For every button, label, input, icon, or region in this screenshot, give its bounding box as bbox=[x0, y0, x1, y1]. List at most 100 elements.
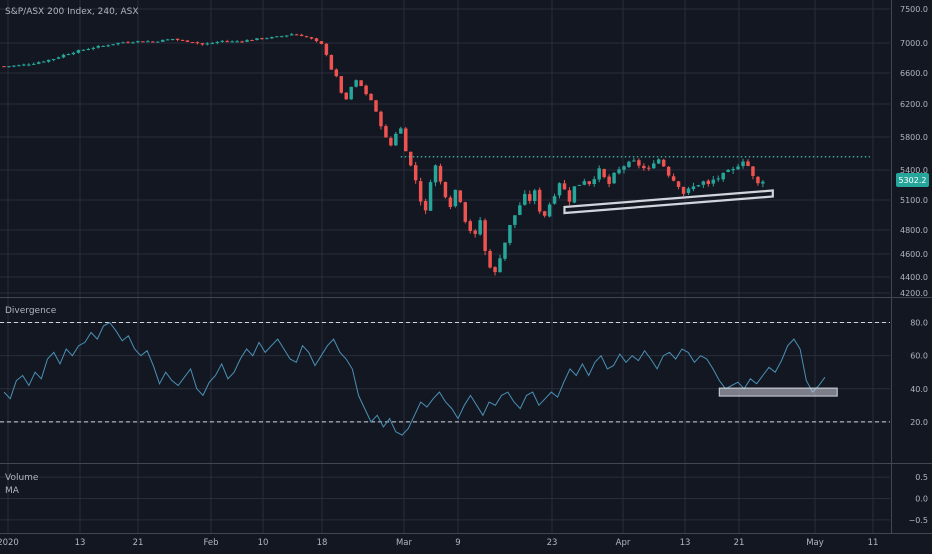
price-candle bbox=[309, 36, 314, 40]
candle-body bbox=[339, 76, 344, 93]
price-candle bbox=[106, 44, 110, 48]
price-candle bbox=[706, 179, 711, 187]
price-candle bbox=[215, 40, 220, 45]
price-candle bbox=[463, 201, 468, 224]
candle-body bbox=[637, 160, 641, 166]
price-candle bbox=[701, 180, 706, 189]
price-candle bbox=[205, 42, 210, 46]
price-candle bbox=[289, 33, 294, 36]
price-candle bbox=[255, 38, 259, 41]
price-candle bbox=[552, 193, 557, 205]
candle-body bbox=[666, 166, 671, 176]
candle-body bbox=[627, 161, 631, 168]
candle-body bbox=[101, 45, 105, 47]
candle-body bbox=[537, 189, 542, 212]
candle-body bbox=[354, 80, 358, 87]
candle-body bbox=[56, 57, 61, 59]
support-trendline-band bbox=[563, 189, 774, 215]
candle-body bbox=[711, 179, 716, 184]
price-candle bbox=[696, 184, 701, 187]
candle-body bbox=[384, 126, 388, 138]
candle-body bbox=[701, 181, 706, 185]
candle-body bbox=[761, 181, 765, 184]
price-candle bbox=[607, 174, 611, 188]
price-candle bbox=[76, 49, 81, 54]
price-candle bbox=[389, 136, 393, 147]
price-candle bbox=[647, 165, 651, 171]
candle-body bbox=[255, 38, 259, 41]
candle-body bbox=[334, 69, 339, 77]
candle-body bbox=[458, 190, 463, 202]
price-candle bbox=[761, 179, 765, 188]
candle-body bbox=[91, 47, 96, 49]
candle-body bbox=[46, 59, 51, 62]
candle-body bbox=[642, 165, 646, 169]
divergence-tick-label: 20.0 bbox=[910, 418, 928, 427]
price-candle bbox=[711, 175, 716, 187]
price-candle bbox=[399, 126, 403, 134]
price-candle bbox=[666, 165, 671, 178]
candle-body bbox=[433, 165, 438, 183]
price-candle bbox=[185, 40, 190, 43]
price-candle bbox=[141, 41, 145, 43]
price-candle bbox=[528, 190, 532, 204]
candle-body bbox=[612, 172, 616, 184]
divergence-tick-label: 60.0 bbox=[910, 352, 928, 361]
candle-body bbox=[185, 40, 190, 42]
candle-body bbox=[190, 42, 195, 44]
price-candle bbox=[458, 189, 463, 204]
candle-body bbox=[304, 36, 309, 38]
candle-body bbox=[468, 221, 472, 232]
candle-body bbox=[41, 61, 46, 63]
price-candle bbox=[86, 47, 91, 51]
price-candle bbox=[433, 164, 438, 187]
candle-body bbox=[146, 41, 150, 43]
last-price-badge: 5302.2 bbox=[896, 173, 929, 187]
price-title: S&P/ASX 200 Index, 240, ASX bbox=[5, 7, 139, 17]
candle-body bbox=[508, 224, 512, 243]
candle-body bbox=[413, 165, 418, 181]
candle-body bbox=[116, 42, 120, 45]
price-candle bbox=[66, 53, 71, 56]
price-candle bbox=[379, 110, 383, 130]
candle-body bbox=[493, 267, 497, 273]
candle-body bbox=[230, 41, 234, 43]
price-candle bbox=[344, 92, 348, 100]
price-axis: 4200.0 4400.0 4600.0 4800.0 5100.0 5400.0 5800… bbox=[900, 5, 928, 298]
price-candle bbox=[488, 248, 492, 269]
volume-ma-label: MA bbox=[5, 486, 20, 496]
price-candle bbox=[602, 168, 606, 179]
price-candle bbox=[334, 68, 339, 78]
price-candle bbox=[160, 39, 165, 42]
divergence-title: Divergence bbox=[5, 306, 57, 316]
candle-body bbox=[513, 215, 517, 225]
price-candle bbox=[572, 186, 577, 204]
candle-body bbox=[344, 92, 348, 100]
candle-body bbox=[647, 167, 651, 169]
candle-body bbox=[349, 86, 353, 100]
divergence-tick-label: 40.0 bbox=[910, 385, 928, 394]
price-tick-label: 6200.0 bbox=[900, 100, 928, 109]
candle-body bbox=[27, 64, 31, 66]
candle-body bbox=[389, 137, 393, 146]
candle-body bbox=[86, 49, 91, 51]
price-candle bbox=[428, 179, 433, 212]
candle-body bbox=[448, 197, 453, 207]
price-candle bbox=[225, 39, 229, 43]
candle-body bbox=[731, 168, 735, 171]
candle-body bbox=[547, 204, 552, 217]
candle-body bbox=[567, 190, 572, 202]
price-tick-label: 5400.0 bbox=[900, 166, 928, 175]
price-candle bbox=[339, 75, 344, 94]
price-candle bbox=[235, 40, 239, 43]
candle-body bbox=[741, 161, 745, 167]
price-candle bbox=[146, 40, 150, 43]
price-candle bbox=[661, 158, 666, 167]
price-candle bbox=[2, 66, 6, 68]
price-candle bbox=[503, 242, 507, 261]
price-candle bbox=[637, 158, 641, 169]
candle-body bbox=[111, 44, 115, 46]
candle-body bbox=[141, 41, 145, 43]
price-candle bbox=[220, 40, 224, 43]
